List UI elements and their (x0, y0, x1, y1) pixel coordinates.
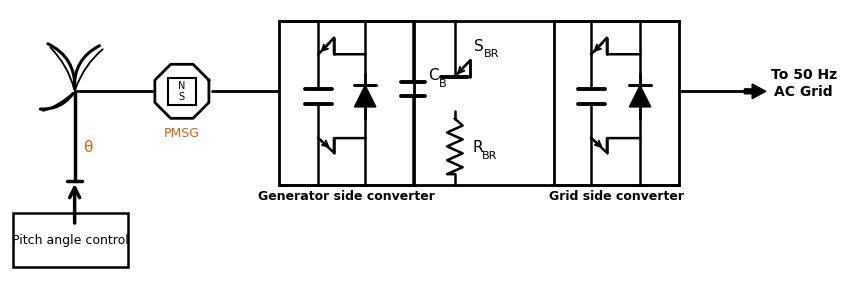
Bar (168, 78, 196, 105)
Text: Generator side converter: Generator side converter (258, 190, 435, 203)
FancyArrow shape (745, 84, 766, 99)
Text: Pitch angle control: Pitch angle control (13, 234, 129, 247)
Bar (554, 21, 679, 185)
Bar (280, 21, 414, 185)
Text: To 50 Hz
AC Grid: To 50 Hz AC Grid (771, 68, 836, 99)
Text: PMSG: PMSG (164, 127, 200, 140)
Text: R: R (473, 140, 483, 155)
Text: BR: BR (482, 151, 497, 161)
Bar (14, 213, 128, 267)
Text: C: C (428, 68, 439, 83)
Text: S: S (178, 92, 185, 102)
Polygon shape (629, 85, 651, 107)
Polygon shape (354, 85, 376, 107)
Text: B: B (439, 78, 447, 89)
Text: θ: θ (83, 140, 93, 155)
Text: Grid side converter: Grid side converter (549, 190, 684, 203)
Text: S: S (474, 39, 484, 54)
Text: N: N (178, 82, 185, 91)
Text: BR: BR (484, 49, 500, 59)
